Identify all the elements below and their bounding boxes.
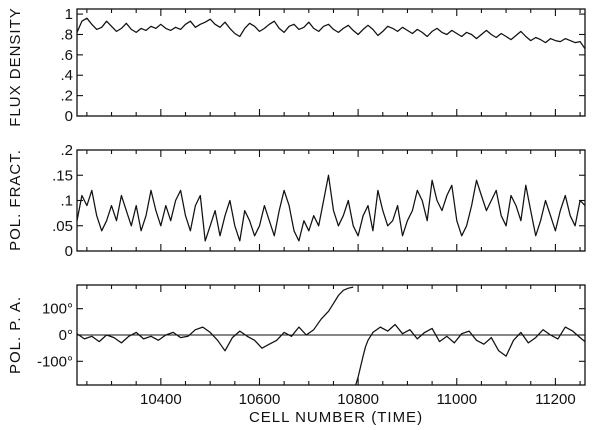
- y-tick-label-flux: .2: [60, 88, 73, 105]
- y-tick-label-polfract: .15: [52, 167, 73, 184]
- series-line-polpa-0: [76, 286, 354, 352]
- y-tick-label-flux: .6: [60, 47, 73, 64]
- x-tick-label: 11000: [436, 391, 477, 408]
- y-tick-label-flux: 1: [65, 6, 73, 23]
- chart-marks: 0 .2 .4 .6 .8 1 0 .05 .1 .15 .2 -100° 0° 100° 10400 106…: [37, 6, 586, 408]
- x-tick-label: 10600: [239, 391, 281, 408]
- y-tick-label-polpa: 100°: [42, 301, 73, 318]
- series-line-polfract-0: [76, 174, 586, 242]
- y-tick-label-polpa: 0°: [59, 327, 73, 344]
- x-axis-label: CELL NUMBER (TIME): [249, 409, 423, 426]
- y-tick-label-flux: 0: [65, 108, 73, 125]
- y-tick-label-polpa: -100°: [37, 353, 73, 370]
- y-tick-label-flux: .8: [60, 26, 73, 43]
- series-line-polpa-1: [355, 323, 586, 386]
- y-axis-label-polpa: POL. P. A.: [7, 296, 24, 374]
- x-tick-label: 11200: [535, 391, 576, 408]
- y-axis-label-polfract: POL. FRACT.: [7, 149, 24, 251]
- y-tick-label-polfract: .2: [60, 142, 73, 159]
- y-tick-label-polfract: 0: [65, 243, 73, 260]
- x-tick-label: 10800: [337, 391, 379, 408]
- y-axis-label-flux: FLUX DENSITY: [7, 7, 24, 127]
- series-line-flux-0: [76, 17, 586, 50]
- y-tick-label-polfract: .1: [60, 193, 73, 210]
- y-tick-label-flux: .4: [60, 67, 73, 84]
- y-tick-label-polfract: .05: [52, 218, 73, 235]
- panel-frame-flux: [76, 8, 586, 117]
- x-tick-label: 10400: [140, 391, 182, 408]
